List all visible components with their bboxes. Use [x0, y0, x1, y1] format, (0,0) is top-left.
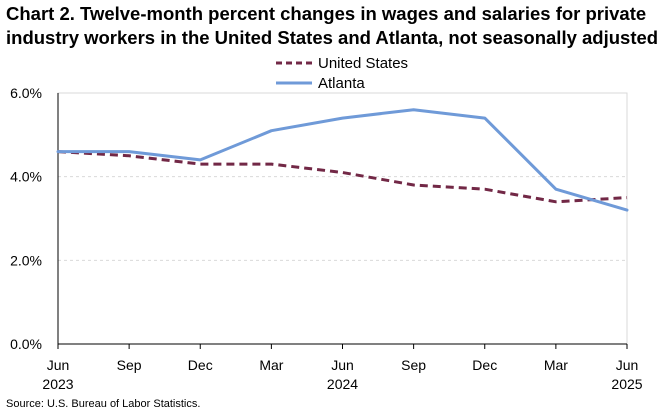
x-tick-label: Jun: [616, 357, 639, 373]
chart-legend: United States Atlanta: [276, 53, 408, 93]
x-tick-label: Dec: [188, 357, 213, 373]
x-tick-label: Sep: [401, 357, 426, 373]
legend-item-atlanta: Atlanta: [276, 73, 408, 93]
y-tick-label: 6.0%: [10, 85, 42, 101]
x-tick-label: Mar: [544, 357, 568, 373]
y-tick-label: 0.0%: [10, 336, 42, 352]
x-tick-year-label: 2023: [42, 376, 73, 392]
y-tick-label: 4.0%: [10, 169, 42, 185]
legend-swatch-united-states: [276, 61, 312, 65]
y-tick-label: 2.0%: [10, 252, 42, 268]
legend-label-united-states: United States: [318, 54, 409, 72]
x-tick-label: Sep: [117, 357, 142, 373]
x-tick-label: Mar: [259, 357, 283, 373]
source-note: Source: U.S. Bureau of Labor Statistics.: [6, 398, 201, 410]
chart-title-line-2: industry workers in the United States an…: [6, 27, 659, 48]
chart-title-line-1: Chart 2. Twelve-month percent changes in…: [6, 3, 647, 24]
legend-item-united-states: United States: [276, 53, 408, 73]
x-tick-year-label: 2025: [611, 376, 642, 392]
legend-label-atlanta: Atlanta: [318, 74, 365, 92]
x-tick-year-label: 2024: [327, 376, 358, 392]
chart-title: Chart 2. Twelve-month percent changes in…: [6, 2, 661, 50]
x-tick-label: Jun: [47, 357, 70, 373]
x-tick-label: Jun: [331, 357, 354, 373]
legend-swatch-atlanta: [276, 81, 312, 85]
x-tick-label: Dec: [472, 357, 497, 373]
series-line-united-states: [57, 150, 628, 204]
series-line-atlanta: [56, 108, 629, 212]
plot-area-border: [57, 92, 628, 345]
